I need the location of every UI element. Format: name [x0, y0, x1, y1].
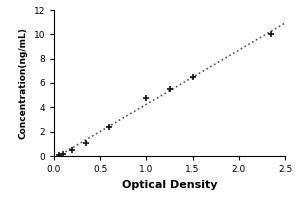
- Y-axis label: Concentration(ng/mL): Concentration(ng/mL): [19, 27, 28, 139]
- X-axis label: Optical Density: Optical Density: [122, 180, 217, 190]
